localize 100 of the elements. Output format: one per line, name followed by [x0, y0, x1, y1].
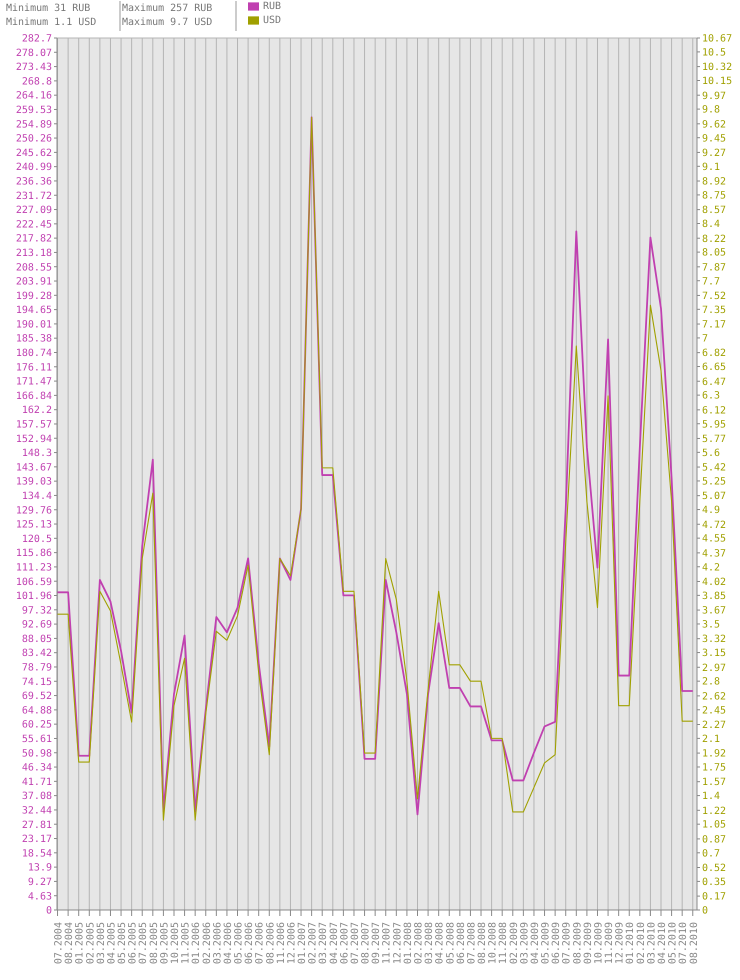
- x-tick-label: 08.2005: [148, 922, 160, 964]
- legend-label: USD: [263, 15, 282, 26]
- y2-tick-label: 5.07: [702, 491, 726, 502]
- x-tick-label: 09.2009: [582, 922, 594, 964]
- y-tick-label: 74.15: [22, 676, 52, 688]
- y-tick-label: 0: [46, 906, 52, 917]
- y2-tick-label: 0.35: [702, 876, 726, 888]
- y-tick-label: 148.3: [22, 448, 52, 460]
- y2-tick-label: 9.8: [702, 104, 720, 116]
- y2-tick-label: 6.47: [702, 376, 726, 388]
- y2-tick-label: 6.82: [702, 348, 726, 360]
- y-tick-label: 180.74: [16, 348, 52, 360]
- x-tick-label: 03.2010: [646, 922, 658, 964]
- x-tick-label: 11.2005: [180, 922, 192, 964]
- y2-tick-label: 0.17: [702, 892, 726, 903]
- y-tick-label: 143.67: [16, 462, 52, 474]
- y-tick-label: 64.88: [22, 705, 52, 716]
- x-tick-label: 01.2005: [74, 922, 86, 964]
- x-tick-label: 11.2006: [276, 922, 287, 964]
- x-tick-label: 08.2004: [64, 922, 76, 964]
- y-tick-label: 78.79: [22, 662, 52, 674]
- x-tick-label: 11.2007: [382, 922, 393, 964]
- y2-tick-label: 3.67: [702, 606, 726, 617]
- x-tick-label: 02.2010: [636, 922, 647, 964]
- y2-tick-label: 5.42: [702, 462, 726, 474]
- y2-tick-label: 9.45: [702, 133, 726, 144]
- y2-tick-label: 2.45: [702, 705, 726, 716]
- y-tick-label: 27.81: [22, 820, 52, 831]
- x-tick-label: 09.2007: [371, 922, 382, 964]
- y2-tick-label: 4.02: [702, 577, 726, 588]
- y-tick-label: 176.11: [16, 362, 52, 374]
- x-tick-label: 10.2009: [593, 922, 604, 964]
- y-tick-label: 157.57: [16, 420, 52, 431]
- y-tick-label: 254.89: [16, 119, 52, 130]
- y2-tick-label: 10.15: [702, 76, 732, 88]
- x-tick-label: 01.2006: [191, 922, 202, 964]
- y2-tick-label: 2.27: [702, 720, 726, 732]
- y2-tick-label: 0.52: [702, 863, 726, 874]
- y-tick-label: 250.26: [16, 134, 52, 145]
- y2-tick-label: 3.32: [702, 634, 726, 646]
- y-tick-label: 92.69: [22, 620, 52, 631]
- y-tick-label: 83.42: [22, 648, 52, 660]
- x-tick-label: 10.2008: [488, 922, 499, 964]
- y-tick-label: 37.08: [22, 791, 52, 802]
- y-tick-label: 101.96: [16, 591, 52, 602]
- y2-tick-label: 5.95: [702, 419, 726, 430]
- y2-tick-label: 3.5: [702, 620, 720, 631]
- x-tick-label: 07.2004: [54, 922, 65, 964]
- y-tick-label: 203.91: [16, 276, 52, 288]
- x-tick-label: 09.2005: [159, 922, 170, 964]
- y2-tick-label: 5.25: [702, 476, 726, 488]
- y-tick-label: 111.23: [16, 562, 52, 574]
- y-tick-label: 97.32: [22, 605, 52, 616]
- x-tick-label: 03.2008: [424, 922, 436, 964]
- x-tick-label: 12.2007: [392, 922, 404, 964]
- y2-tick-label: 5.6: [702, 448, 720, 459]
- y-tick-label: 190.01: [16, 319, 52, 330]
- x-tick-label: 12.2009: [614, 922, 626, 964]
- y-tick-label: 199.28: [16, 290, 52, 302]
- text: Minimum 31 RUB: [6, 3, 90, 14]
- x-tick-label: 04.2007: [328, 922, 340, 964]
- x-tick-label: 02.2009: [508, 922, 520, 964]
- x-tick-label: 04.2010: [657, 922, 668, 964]
- y-tick-label: 222.45: [16, 219, 52, 230]
- x-tick-label: 05.2010: [668, 922, 679, 964]
- x-tick-label: 12.2006: [286, 922, 298, 964]
- y-tick-label: 217.82: [16, 234, 52, 245]
- y-tick-label: 120.5: [22, 534, 52, 545]
- x-tick-label: 05.2005: [117, 922, 128, 964]
- y2-tick-label: 4.2: [702, 562, 720, 574]
- x-tick-label: 03.2009: [519, 922, 530, 964]
- x-tick-label: 04.2006: [222, 922, 234, 964]
- y2-tick-label: 6.65: [702, 362, 726, 374]
- x-tick-label: 04.2009: [530, 922, 541, 964]
- x-tick-label: 08.2010: [688, 922, 700, 964]
- y2-tick-label: 4.55: [702, 534, 726, 545]
- y2-tick-label: 10.32: [702, 62, 732, 74]
- x-tick-label: 04.2005: [106, 922, 118, 964]
- x-tick-label: 07.2007: [350, 922, 361, 964]
- x-tick-label: 05.2009: [540, 922, 552, 964]
- y-tick-label: 194.65: [16, 305, 52, 316]
- y2-tick-label: 7.52: [702, 290, 726, 302]
- y-tick-label: 115.86: [16, 548, 52, 560]
- y-tick-label: 134.4: [22, 490, 52, 502]
- y2-tick-label: 3.85: [702, 590, 726, 602]
- x-tick-label: 05.2008: [445, 922, 456, 964]
- y2-tick-label: 1.57: [702, 777, 726, 788]
- y2-tick-label: 7.17: [702, 320, 726, 331]
- y2-tick-label: 9.27: [702, 148, 726, 159]
- x-tick-label: 02.2006: [202, 922, 213, 964]
- x-tick-label: 01.2007: [297, 922, 308, 964]
- y-tick-label: 185.38: [16, 334, 52, 345]
- x-tick-label: 08.2006: [265, 922, 276, 964]
- y2-tick-label: 4.37: [702, 548, 726, 560]
- y2-tick-label: 7.87: [702, 262, 726, 274]
- y-tick-label: 278.07: [16, 48, 52, 59]
- x-tick-label: 07.2010: [678, 922, 690, 964]
- y2-tick-label: 7: [702, 333, 708, 344]
- x-tick-label: 03.2006: [212, 922, 224, 964]
- y-tick-label: 213.18: [16, 248, 52, 259]
